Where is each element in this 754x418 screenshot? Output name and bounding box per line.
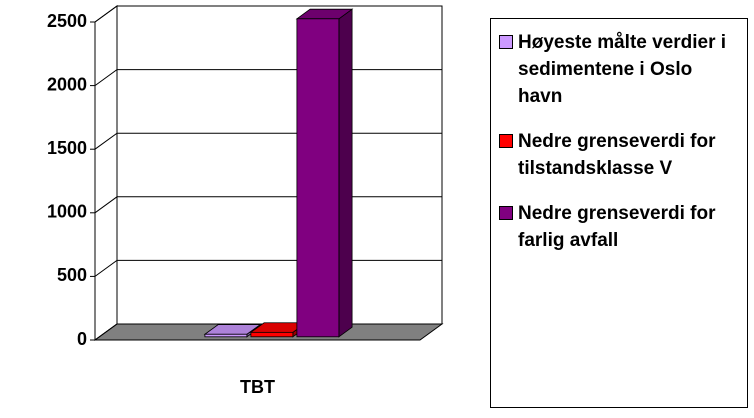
bar-side	[338, 8, 353, 338]
legend-label: Nedre grenseverdi for tilstandsklasse V	[518, 131, 716, 179]
y-tick-label: 2000	[47, 74, 87, 94]
bar-front	[296, 18, 340, 338]
legend-entry: Nedre grenseverdi for farlig avfall	[499, 200, 741, 254]
legend-entry: Høyeste målte verdier i sedimentene i Os…	[499, 29, 741, 110]
y-tick-label: 2500	[47, 11, 87, 31]
legend-label: Nedre grenseverdi for farlig avfall	[518, 203, 716, 251]
legend: Høyeste målte verdier i sedimentene i Os…	[490, 18, 748, 408]
legend-label: Høyeste målte verdier i sedimentene i Os…	[518, 32, 727, 107]
bar-front	[250, 331, 294, 338]
bar	[295, 8, 354, 338]
y-tick-label: 500	[57, 265, 87, 285]
back-wall	[116, 5, 443, 325]
side-wall	[94, 5, 118, 341]
legend-swatch	[499, 134, 513, 148]
chart: 0 500 1000 1500 2000 2500 TBT	[47, 5, 444, 397]
legend-entry: Nedre grenseverdi for tilstandsklasse V	[499, 128, 741, 182]
y-tick-label: 1500	[47, 138, 87, 158]
legend-swatch	[499, 206, 513, 220]
x-tick-label: TBT	[240, 377, 275, 397]
legend-swatch	[499, 35, 513, 49]
y-tick-label: 0	[77, 329, 87, 349]
bar-front	[204, 333, 248, 338]
y-tick-label: 1000	[47, 202, 87, 222]
grid-line	[94, 5, 442, 23]
